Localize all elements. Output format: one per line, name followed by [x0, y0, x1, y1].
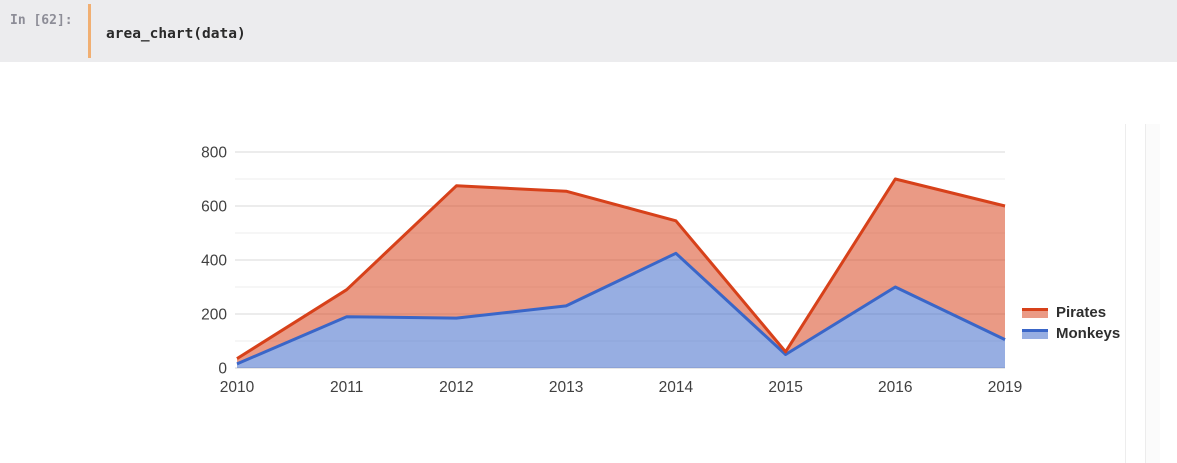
execution-count-prompt: In [62]:: [10, 13, 73, 28]
legend-item-pirates[interactable]: Pirates: [1022, 302, 1120, 323]
pirates-line: [236, 177, 1006, 360]
x-axis-tick-label: 2012: [439, 379, 473, 396]
x-axis-tick-label: 2013: [549, 379, 583, 396]
code-text[interactable]: area_chart(data): [106, 26, 246, 42]
scrollbar-track[interactable]: [1145, 124, 1160, 463]
monkeys-line: [236, 251, 1006, 366]
x-axis-tick-label: 2011: [330, 379, 363, 396]
y-axis-tick-label: 400: [201, 253, 227, 270]
legend-label: Pirates: [1056, 304, 1107, 321]
y-axis-tick-label: 600: [201, 199, 227, 216]
y-axis-tick-label: 0: [218, 361, 227, 378]
legend-label: Monkeys: [1056, 325, 1121, 342]
area-chart: 0 200 400 600 800 2010 2011 2012 2013 2014 2015 201…: [201, 145, 1022, 397]
legend-item-monkeys[interactable]: Monkeys: [1022, 323, 1120, 344]
cell-output: 0 200 400 600 800 2010 2011 2012 2013 2014 2015 201…: [0, 62, 1177, 463]
x-axis-tick-label: 2016: [878, 379, 912, 396]
active-cell-indicator: [88, 4, 91, 58]
code-cell-input[interactable]: In [62]: area_chart(data): [0, 0, 1177, 62]
x-axis-tick-label: 2019: [988, 379, 1022, 396]
x-axis-tick-label: 2014: [659, 379, 694, 396]
y-axis-tick-label: 200: [201, 307, 227, 324]
legend-swatch-icon: [1022, 307, 1048, 318]
output-right-divider: [1125, 124, 1126, 463]
legend-swatch-icon: [1022, 328, 1048, 339]
y-axis-tick-label: 800: [201, 145, 227, 162]
x-axis-tick-label: 2010: [220, 379, 255, 396]
x-axis-tick-label: 2015: [768, 379, 802, 396]
chart-legend: Pirates Monkeys: [1022, 302, 1120, 344]
